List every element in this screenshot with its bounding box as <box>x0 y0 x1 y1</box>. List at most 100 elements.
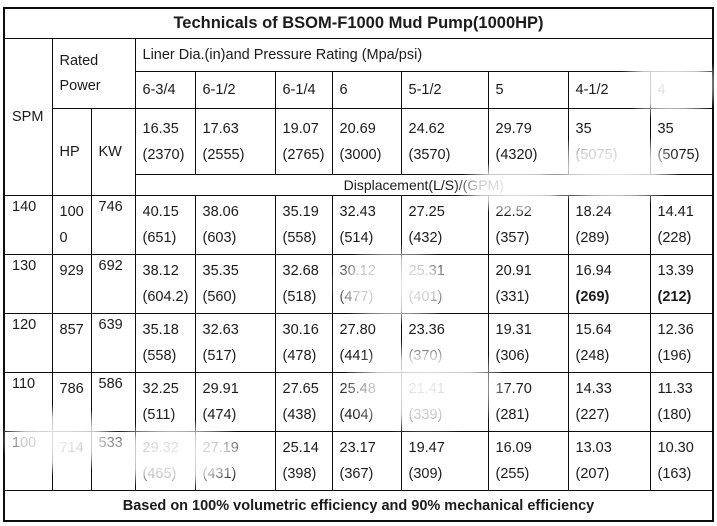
ls-value: 14.41 <box>657 204 694 220</box>
table-row: 130 929 692 38.12 (604.2) 35.35 (560) 32.6… <box>3 254 714 314</box>
displacement-cell: 25.31 (401) <box>400 254 489 314</box>
ls-value: 14.33 <box>575 381 612 397</box>
displacement-cell: 27.25 (432) <box>400 195 489 255</box>
mpa-value: 19.07 <box>282 120 319 137</box>
liner-size-header: 4-1/2 <box>567 71 651 109</box>
hp-header: HP <box>51 108 92 196</box>
displacement-cell: 30.16 (478) <box>274 313 333 373</box>
gpm-value: (306) <box>495 348 530 364</box>
spm-cell: 120 <box>3 313 53 373</box>
ls-value: 21.41 <box>408 381 445 397</box>
ls-value: 18.24 <box>575 204 612 220</box>
displacement-cell: 10.30 (163) <box>649 431 714 491</box>
gpm-value: (309) <box>408 466 443 482</box>
gpm-value: (558) <box>282 230 317 246</box>
mpa-value: 20.69 <box>339 120 376 137</box>
ls-value: 20.91 <box>495 263 532 279</box>
ls-value: 22.52 <box>495 204 532 220</box>
liner-size-header: 6-3/4 <box>134 71 196 109</box>
gpm-value: (357) <box>495 230 530 246</box>
mpa-value: 17.63 <box>202 120 239 137</box>
gpm-value: (255) <box>495 466 530 482</box>
displacement-cell: 25.14 (398) <box>274 431 333 491</box>
gpm-value: (511) <box>142 407 176 423</box>
ls-value: 40.15 <box>142 204 179 220</box>
hp-cell: 786 <box>51 372 92 432</box>
table-row: 140 1000 746 40.15 (651) 38.06 (603) 35.19… <box>3 195 714 255</box>
psi-value: (3570) <box>408 146 451 163</box>
psi-value: (5075) <box>657 146 700 163</box>
gpm-value: (431) <box>202 466 237 482</box>
ls-value: 35.19 <box>282 204 319 220</box>
displacement-cell: 25.48 (404) <box>331 372 402 432</box>
ls-value: 17.70 <box>495 381 532 397</box>
gpm-value: (432) <box>408 230 443 246</box>
mpa-value: 29.79 <box>495 120 532 137</box>
pressure-rating-cell: 24.62 (3570) <box>400 108 489 175</box>
table-footer-note: Based on 100% volumetric efficiency and … <box>3 490 714 522</box>
kw-cell: 586 <box>90 372 136 432</box>
spm-cell: 130 <box>3 254 53 314</box>
kw-cell: 746 <box>90 195 136 255</box>
gpm-value: (196) <box>657 348 692 364</box>
ls-value: 32.25 <box>142 381 179 397</box>
gpm-value: (404) <box>339 407 374 423</box>
gpm-value: (465) <box>142 466 177 482</box>
ls-value: 11.33 <box>657 381 693 397</box>
gpm-value: (478) <box>282 348 317 364</box>
displacement-cell: 16.94 (269) <box>567 254 651 314</box>
gpm-value: (604.2) <box>142 289 189 305</box>
ls-value: 16.94 <box>575 263 612 279</box>
gpm-value: (281) <box>495 407 530 423</box>
hp-cell: 1000 <box>51 195 92 255</box>
kw-cell: 639 <box>90 313 136 373</box>
table-title: Technicals of BSOM-F1000 Mud Pump(1000HP… <box>3 7 714 39</box>
ls-value: 25.31 <box>408 263 445 279</box>
mpa-value: 16.35 <box>142 120 179 137</box>
ls-value: 10.30 <box>657 440 694 456</box>
pressure-rating-cell: 20.69 (3000) <box>331 108 402 175</box>
hp-cell: 857 <box>51 313 92 373</box>
mpa-value: 35 <box>657 120 674 137</box>
displacement-cell: 35.18 (558) <box>134 313 196 373</box>
psi-value: (3000) <box>339 146 382 163</box>
gpm-value: (212) <box>657 289 692 305</box>
ls-value: 25.14 <box>282 440 319 456</box>
displacement-cell: 21.41 (339) <box>400 372 489 432</box>
liner-size-header: 6-1/4 <box>274 71 333 109</box>
gpm-value: (438) <box>282 407 317 423</box>
psi-value: (5075) <box>575 146 618 163</box>
displacement-cell: 17.70 (281) <box>487 372 569 432</box>
ls-value: 32.68 <box>282 263 319 279</box>
spec-table: Technicals of BSOM-F1000 Mud Pump(1000HP… <box>3 7 714 522</box>
ls-value: 32.43 <box>339 204 376 220</box>
ls-value: 13.39 <box>657 263 694 279</box>
displacement-cell: 16.09 (255) <box>487 431 569 491</box>
ls-value: 27.19 <box>202 440 239 456</box>
gpm-value: (603) <box>202 230 237 246</box>
liner-size-header: 6-1/2 <box>194 71 276 109</box>
gpm-value: (367) <box>339 466 374 482</box>
displacement-cell: 13.03 (207) <box>567 431 651 491</box>
gpm-value: (289) <box>575 230 610 246</box>
gpm-value: (339) <box>408 407 443 423</box>
gpm-value: (474) <box>202 407 237 423</box>
displacement-cell: 14.41 (228) <box>649 195 714 255</box>
ls-value: 12.36 <box>657 322 694 338</box>
ls-value: 19.31 <box>495 322 532 338</box>
ls-value: 29.91 <box>202 381 239 397</box>
displacement-cell: 13.39 (212) <box>649 254 714 314</box>
mpa-value: 35 <box>575 120 592 137</box>
displacement-cell: 22.52 (357) <box>487 195 569 255</box>
kw-cell: 533 <box>90 431 136 491</box>
displacement-cell: 19.31 (306) <box>487 313 569 373</box>
displacement-cell: 20.91 (331) <box>487 254 569 314</box>
psi-value: (2555) <box>202 146 245 163</box>
gpm-value: (398) <box>282 466 317 482</box>
displacement-cell: 12.36 (196) <box>649 313 714 373</box>
displacement-cell: 19.47 (309) <box>400 431 489 491</box>
displacement-cell: 23.17 (367) <box>331 431 402 491</box>
displacement-cell: 30.12 (477) <box>331 254 402 314</box>
ls-value: 38.06 <box>202 204 239 220</box>
ls-value: 13.03 <box>575 440 612 456</box>
